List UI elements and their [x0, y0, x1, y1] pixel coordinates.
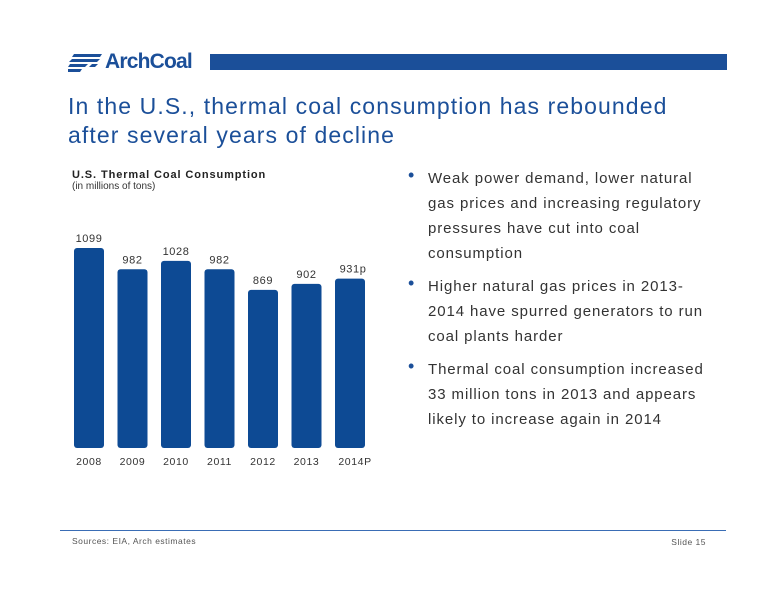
- bar-2012: [248, 289, 278, 448]
- bar-2008: [74, 248, 104, 448]
- logo-text: ArchCoal: [105, 50, 193, 73]
- bullet-text: Weak power demand, lower natural gas pri…: [428, 170, 702, 262]
- bar-2009: [117, 269, 148, 448]
- bar-2011: [204, 269, 235, 448]
- bar-2014P: [335, 278, 365, 448]
- slide-number: Slide 15: [671, 537, 706, 547]
- logo-stripes-icon: [68, 54, 102, 72]
- bullet-icon: •: [408, 165, 416, 185]
- bar-chart: 1099 2008 982 2009 1028 2010 982 2011 869 2012 902…: [74, 233, 371, 468]
- header-bar: Powering the Working World.: [210, 54, 727, 120]
- chart-title: U.S. Thermal Coal Consumption: [72, 169, 267, 181]
- bullet-item: • Thermal coal consumption increased 33 m…: [405, 356, 705, 432]
- source-note: Sources: EIA, Arch estimates: [72, 536, 197, 546]
- chart-subtitle: (in millions of tons): [72, 181, 156, 192]
- data-label: 1099: [76, 233, 103, 245]
- tagline: Powering the Working World.: [531, 109, 665, 120]
- bar-2013: [291, 283, 322, 448]
- data-label: 902: [296, 269, 316, 281]
- bullet-icon: •: [408, 273, 416, 293]
- bar-2010: [161, 260, 191, 448]
- x-tick-label: 2013: [294, 456, 320, 468]
- x-tick-label: 2009: [120, 456, 146, 468]
- x-tick-label: 2010: [163, 456, 189, 468]
- bullet-item: • Weak power demand, lower natural gas pr…: [405, 165, 705, 266]
- slide-title: In the U.S., thermal coal consumption ha…: [68, 93, 668, 148]
- x-tick-label: 2008: [76, 456, 102, 468]
- arch-coal-logo: ArchCoal: [68, 50, 193, 73]
- bullet-text: Thermal coal consumption increased 33 mi…: [428, 361, 704, 428]
- bullet-icon: •: [408, 356, 416, 376]
- x-tick-label: 2012: [250, 456, 276, 468]
- data-label: 982: [209, 254, 229, 266]
- bullet-item: • Higher natural gas prices in 2013-2014 …: [405, 273, 705, 349]
- bullet-list: • Weak power demand, lower natural gas pr…: [405, 165, 705, 440]
- data-label: 1028: [163, 246, 190, 258]
- data-label: 982: [122, 254, 142, 266]
- x-tick-label: 2014P: [338, 456, 371, 468]
- footer-divider: [60, 530, 726, 531]
- data-label: 931p: [340, 264, 367, 276]
- bullet-text: Higher natural gas prices in 2013-2014 h…: [428, 278, 703, 345]
- data-label: 869: [253, 275, 273, 287]
- x-tick-label: 2011: [207, 456, 232, 468]
